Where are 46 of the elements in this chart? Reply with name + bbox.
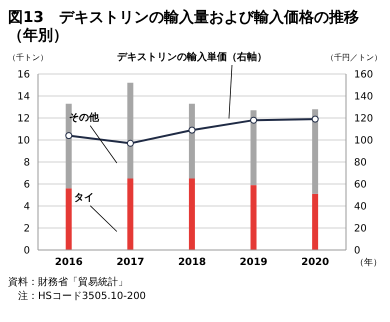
point: [188, 126, 196, 134]
y2-tick-label: 140: [354, 92, 374, 103]
x-tick-label: 2020: [301, 257, 330, 268]
point: [126, 140, 134, 147]
y-tick-label: 6: [24, 180, 30, 191]
y2-axis-title: （千円／トン）: [326, 52, 382, 63]
y-tick-label: 16: [17, 70, 30, 81]
text: 注：HSコード3505.10-200: [17, 290, 147, 304]
bar: [127, 178, 134, 250]
bar: [66, 188, 72, 250]
y2-tick-label: 60: [354, 180, 367, 191]
chart-title: 図13 デキストリンの輸入量および輸入価格の推移（年別）: [8, 8, 360, 44]
y-tick-label: 8: [24, 158, 30, 169]
y2-tick-label: 160: [354, 70, 374, 81]
y-axis-title: （千トン）: [8, 52, 48, 63]
bar: [312, 194, 318, 250]
y2-tick-label: 100: [354, 136, 374, 147]
y2-tick-label: 0: [354, 246, 360, 257]
y2-tick-label: 120: [354, 114, 374, 125]
point: [312, 116, 319, 123]
y-tick-label: 10: [17, 136, 30, 147]
x-tick-label: 2016: [54, 257, 83, 268]
y-tick-label: 0: [24, 246, 30, 257]
y2-tick-label: 80: [354, 158, 367, 169]
x-tick-label: 2019: [240, 257, 268, 268]
y-tick-label: 14: [17, 92, 30, 103]
y2-tick-label: 20: [354, 224, 367, 235]
bar: [312, 109, 318, 194]
x-axis-title: （年）: [355, 256, 382, 269]
bar: [250, 185, 257, 250]
x-tick-label: 2017: [116, 257, 144, 268]
bar: [127, 82, 134, 178]
series-label: タイ: [74, 192, 94, 204]
bar: [250, 110, 257, 186]
y2-tick-label: 40: [354, 202, 367, 213]
x-tick-label: 2018: [178, 257, 206, 268]
text: 資料：財務省「貿易統計」: [8, 276, 129, 290]
text: デキストリンの輸入単価（右軸）: [117, 51, 267, 63]
bar: [188, 104, 195, 178]
point: [65, 132, 72, 140]
series-label: その他: [69, 112, 100, 124]
bar: [188, 178, 195, 250]
point: [250, 116, 258, 124]
y-tick-label: 4: [24, 202, 30, 213]
y-tick-label: 2: [24, 224, 30, 235]
y-tick-label: 12: [17, 114, 30, 125]
